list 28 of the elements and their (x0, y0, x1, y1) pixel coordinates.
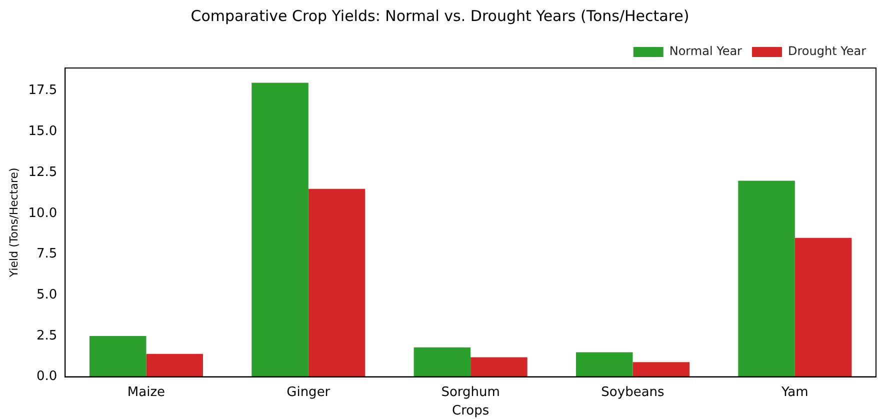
x-tick-label: Soybeans (601, 384, 665, 400)
y-tick-label: 5.0 (36, 287, 58, 302)
bar (576, 352, 633, 377)
x-tick-label: Yam (780, 384, 808, 400)
y-tick-label: 7.5 (36, 246, 58, 262)
y-tick-label: 10.0 (28, 206, 58, 221)
y-tick-label: 0.0 (36, 369, 58, 384)
legend-label: Drought Year (788, 44, 866, 58)
x-tick-label: Ginger (286, 384, 331, 400)
bar (89, 336, 146, 377)
y-axis-title: Yield (Tons/Hectare) (7, 168, 20, 278)
bar (738, 180, 795, 377)
bar (414, 347, 471, 377)
bar (252, 82, 308, 377)
y-tick-label: 12.5 (28, 164, 58, 180)
y-tick-label: 17.5 (28, 83, 58, 98)
y-tick-label: 15.0 (28, 124, 58, 140)
x-tick-label: Sorghum (441, 384, 500, 400)
x-axis-title: Crops (452, 404, 490, 419)
bar (470, 357, 528, 377)
legend-label: Normal Year (669, 44, 742, 58)
chart-title: Comparative Crop Yields: Normal vs. Drought Years (Tons/Hectare) (190, 6, 690, 25)
x-tick-label: Maize (127, 384, 166, 400)
bar (794, 238, 852, 377)
y-tick-label: 2.5 (36, 328, 58, 344)
bar (146, 354, 203, 377)
bar (632, 362, 690, 377)
bar (308, 188, 366, 377)
